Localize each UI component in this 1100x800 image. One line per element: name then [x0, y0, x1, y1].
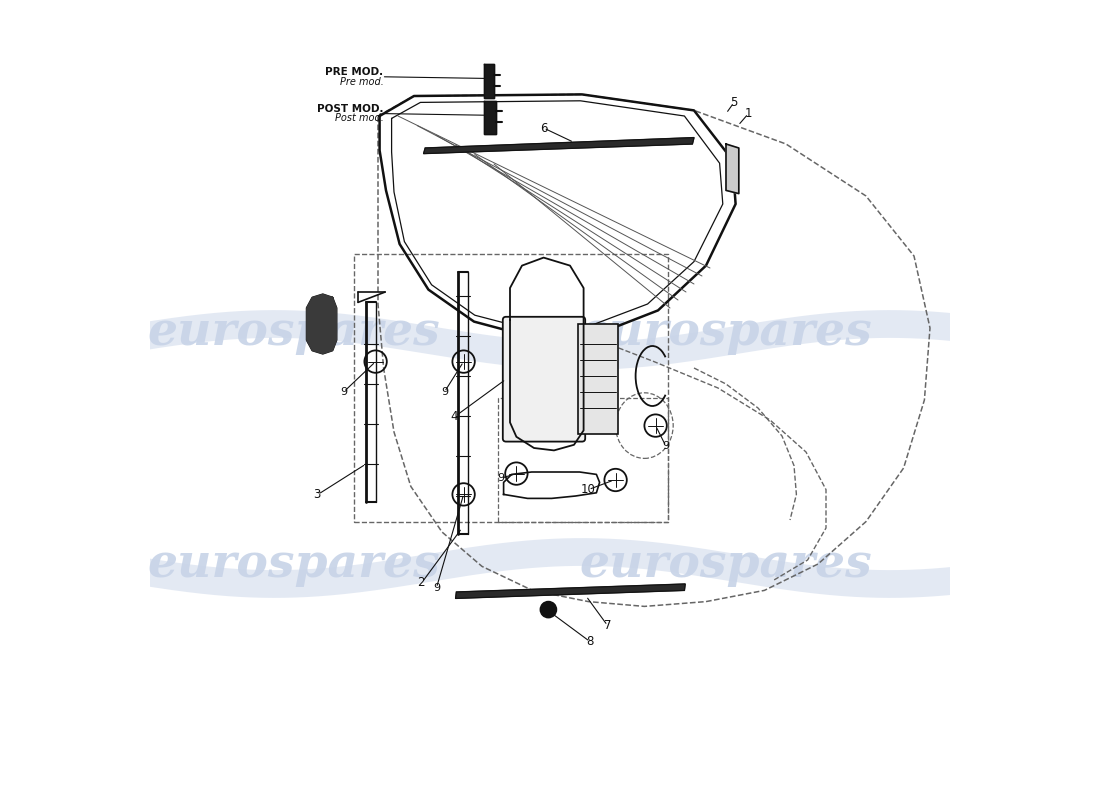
Text: 4: 4	[450, 410, 458, 422]
Text: eurospares: eurospares	[580, 309, 872, 355]
Text: 9: 9	[497, 474, 504, 483]
Polygon shape	[455, 584, 685, 598]
Bar	[578, 324, 618, 434]
Text: 9: 9	[432, 583, 440, 593]
Text: Pre mod.: Pre mod.	[340, 77, 384, 86]
FancyBboxPatch shape	[503, 317, 585, 442]
Polygon shape	[307, 294, 337, 354]
Text: PRE MOD.: PRE MOD.	[326, 67, 384, 77]
Text: 6: 6	[540, 122, 548, 134]
Text: eurospares: eurospares	[147, 541, 440, 587]
Text: 9: 9	[441, 387, 448, 397]
Circle shape	[540, 602, 557, 618]
Text: 10: 10	[581, 483, 596, 496]
Polygon shape	[424, 138, 694, 154]
Polygon shape	[726, 144, 739, 194]
Text: Post mod.: Post mod.	[334, 114, 384, 123]
Text: POST MOD.: POST MOD.	[317, 104, 384, 114]
Text: 8: 8	[586, 635, 594, 648]
Polygon shape	[484, 101, 496, 134]
Text: 9: 9	[340, 387, 348, 397]
Text: 5: 5	[730, 96, 738, 109]
Text: eurospares: eurospares	[580, 541, 872, 587]
Text: 1: 1	[745, 107, 752, 120]
Text: 3: 3	[312, 488, 320, 501]
Text: 2: 2	[417, 576, 425, 589]
Polygon shape	[484, 64, 494, 98]
Text: 9: 9	[662, 442, 670, 451]
Text: 7: 7	[604, 619, 612, 632]
Text: eurospares: eurospares	[147, 309, 440, 355]
